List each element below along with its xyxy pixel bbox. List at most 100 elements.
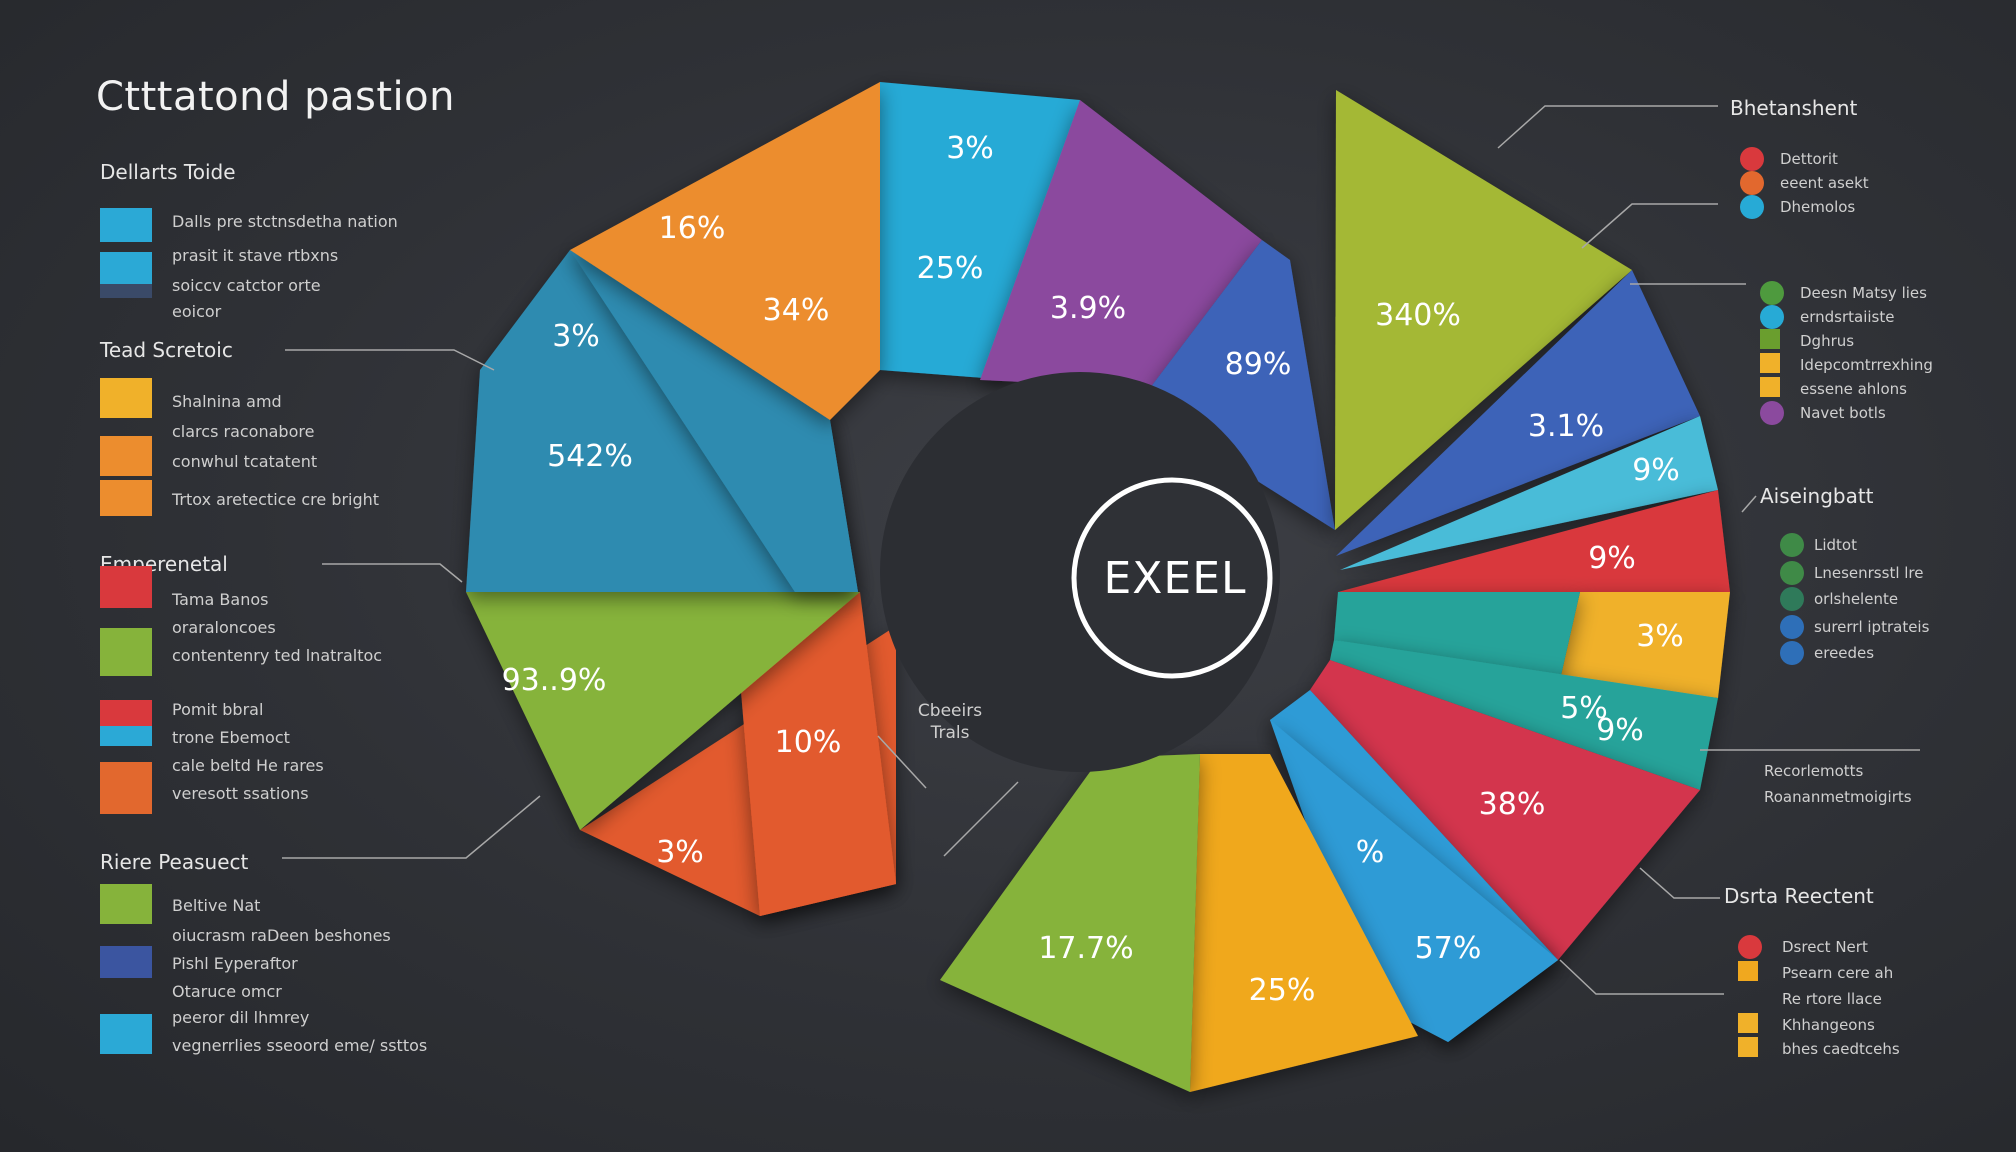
left-legend-item: veresott ssations: [172, 784, 309, 803]
leader-line: [1559, 959, 1724, 995]
pie-slice: [980, 100, 1262, 388]
legend-dot: [1780, 561, 1804, 585]
left-legend-item: prasit it stave rtbxns: [172, 246, 339, 265]
legend-dot: [1740, 147, 1764, 171]
right-legend-item: Idepcomtrrexhing: [1800, 356, 1933, 374]
slice-label: 3%: [552, 319, 600, 354]
pie-slice: [740, 592, 896, 916]
pie-slice: [1270, 720, 1558, 1042]
right-legend-item: Lnesenrsstl lre: [1814, 564, 1924, 582]
slice-label: 57%: [1415, 931, 1482, 966]
left-legend-item: oraraloncoes: [172, 618, 276, 637]
right-legend-item: bhes caedtcehs: [1782, 1040, 1900, 1058]
pie-slice: [1334, 592, 1580, 680]
legend-swatch: [100, 378, 152, 418]
pie-slice: [1335, 90, 1632, 530]
right-legend-item: erndsrtaiiste: [1800, 308, 1895, 326]
slice-label: 93..9%: [502, 663, 607, 698]
pie-slice: [570, 250, 858, 592]
legend-dot: [1760, 305, 1784, 329]
legend-swatch: [100, 480, 152, 516]
leader-line: [285, 349, 495, 371]
legend-dot: [1780, 615, 1804, 639]
legend-swatch: [100, 762, 152, 814]
leader-line: [1639, 867, 1720, 899]
right-legend-item: Khhangeons: [1782, 1016, 1875, 1034]
right-legend-item: eeent asekt: [1780, 174, 1869, 192]
legend-square: [1738, 961, 1758, 981]
legend-dot: [1740, 171, 1764, 195]
legend-square: [1738, 1037, 1758, 1057]
slice-label: 9%: [1588, 541, 1636, 576]
right-section-heading: Bhetanshent: [1730, 96, 1858, 120]
pie-slice: [1310, 660, 1700, 960]
left-legend-item: Otaruce omcr: [172, 982, 282, 1001]
left-legend-item: cale beltd He rares: [172, 756, 324, 775]
left-legend-item: peeror dil lhmrey: [172, 1008, 310, 1027]
slice-label: 25%: [1249, 973, 1316, 1008]
left-legend-item: soiccv catctor orte: [172, 276, 321, 295]
pie-slice: [1560, 592, 1730, 698]
right-legend-item: Dsrect Nert: [1782, 938, 1868, 956]
pie-slice: [1330, 640, 1718, 790]
inner-note: Cbeeirs Trals: [900, 700, 1000, 744]
slice-label: 17.7%: [1038, 931, 1133, 966]
legend-swatch: [100, 208, 152, 242]
legend-swatch: [100, 284, 152, 298]
right-legend-item: essene ahlons: [1800, 380, 1907, 398]
legend-dot: [1780, 533, 1804, 557]
legend-dot: [1760, 281, 1784, 305]
right-legend-item: surerrl iptrateis: [1814, 618, 1930, 636]
legend-dot: [1780, 641, 1804, 665]
pie-slice: [1336, 270, 1700, 556]
left-legend-item: contentenry ted lnatraltoc: [172, 646, 383, 665]
legend-swatch: [100, 1014, 152, 1054]
right-legend-item: Recorlemotts: [1764, 762, 1864, 780]
left-legend-item: Pomit bbral: [172, 700, 264, 719]
slice-label: 9%: [1596, 713, 1644, 748]
pie-slice: [1340, 416, 1718, 570]
pie-slice: [880, 82, 1080, 380]
slice-label: 3%: [656, 835, 704, 870]
legend-swatch: [100, 726, 152, 746]
slice-label: %: [1356, 835, 1385, 870]
legend-swatch: [100, 628, 152, 676]
legend-swatch: [100, 884, 152, 924]
legend-dot: [1738, 935, 1762, 959]
left-section-heading: Tead Scretoic: [100, 338, 233, 362]
pie-slice: [570, 82, 880, 420]
slice-label: 3%: [1636, 619, 1684, 654]
pie-slice: [1338, 490, 1730, 592]
left-legend-item: Dalls pre stctnsdetha nation: [172, 212, 398, 231]
chart-title: Ctttatond pastion: [96, 74, 455, 120]
legend-dot: [1740, 195, 1764, 219]
left-legend-item: Pishl Eyperaftor: [172, 954, 298, 973]
slice-label: 9%: [1632, 453, 1680, 488]
right-section-heading: Aiseingbatt: [1760, 484, 1874, 508]
legend-square: [1760, 329, 1780, 349]
leader-line: [943, 781, 1019, 857]
pie-slice: [1190, 754, 1418, 1092]
center-label: EXEEL: [1103, 553, 1246, 604]
right-legend-item: Dghrus: [1800, 332, 1855, 350]
slice-label: 25%: [917, 251, 984, 286]
left-legend-item: Trtox aretectice cre bright: [172, 490, 380, 509]
right-legend-item: Roananmetmoigirts: [1764, 788, 1912, 806]
center-ring: [1071, 477, 1273, 679]
slice-label: 34%: [763, 293, 830, 328]
legend-swatch: [100, 946, 152, 978]
right-legend-item: Psearn cere ah: [1782, 964, 1894, 982]
legend-square: [1760, 377, 1780, 397]
slice-label: 5%: [1560, 691, 1608, 726]
slice-label: 3.1%: [1528, 409, 1604, 444]
left-legend-item: Shalnina amd: [172, 392, 282, 411]
legend-dot: [1760, 401, 1784, 425]
right-legend-item: Re rtore llace: [1782, 990, 1882, 1008]
slice-label: 3%: [946, 131, 994, 166]
leader-line: [1581, 203, 1718, 249]
left-legend-item: eoicor: [172, 302, 222, 321]
left-legend-item: oiucrasm raDeen beshones: [172, 926, 391, 945]
inner-note-line-2: Trals: [930, 723, 970, 743]
pie-slice: [1150, 240, 1335, 530]
inner-note-line-1: Cbeeirs: [917, 701, 983, 721]
